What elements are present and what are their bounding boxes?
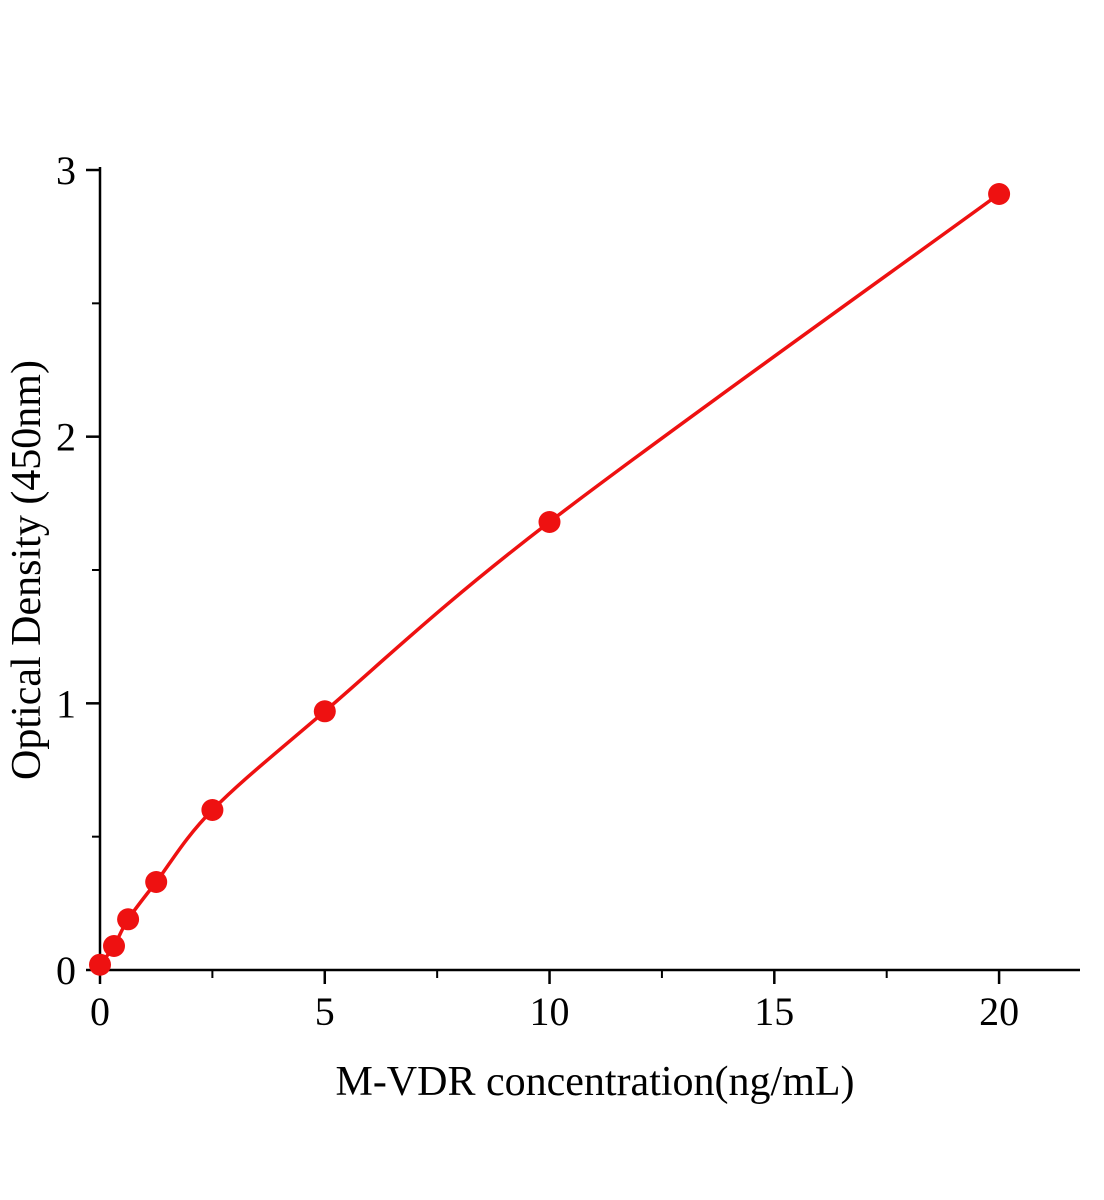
x-tick-label: 0: [90, 989, 110, 1034]
data-point-marker: [313, 700, 336, 723]
x-tick-label: 5: [315, 989, 335, 1034]
x-tick-label: 10: [530, 989, 570, 1034]
data-point-marker: [538, 511, 561, 533]
data-point-marker: [145, 871, 168, 893]
y-tick-label: 0: [56, 948, 76, 993]
y-axis-label: Optical Density (450nm): [4, 360, 50, 780]
x-tick-label: 20: [979, 989, 1019, 1034]
data-point-marker: [201, 799, 224, 821]
y-tick-label: 2: [56, 415, 76, 460]
x-tick-label: 15: [754, 989, 794, 1034]
data-point-marker: [117, 908, 140, 931]
y-tick-label: 3: [56, 148, 76, 193]
x-axis-label: M-VDR concentration(ng/mL): [335, 1059, 854, 1105]
data-point-marker: [103, 935, 125, 957]
data-point-marker: [89, 953, 111, 976]
data-point-marker: [988, 183, 1011, 205]
y-tick-label: 1: [56, 681, 76, 726]
standard-curve-line: [98, 192, 1001, 967]
